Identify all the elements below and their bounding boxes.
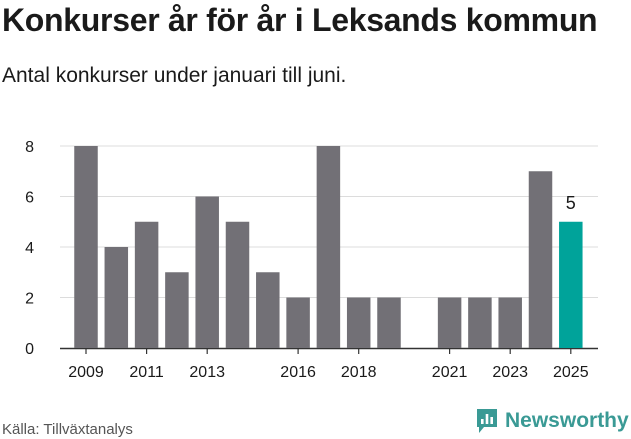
y-tick-label: 4: [25, 240, 34, 257]
bar-2011: [134, 221, 159, 348]
bar-2009: [74, 146, 98, 348]
bar-2023: [498, 297, 522, 348]
bar-2012: [165, 272, 189, 348]
bar-chart: 0 2 4 6 8 2009 2011 2013 2016 2018 2021 2023 2025 5: [25, 139, 598, 381]
bar-2013: [195, 196, 219, 348]
x-tick-label: 2021: [432, 364, 468, 381]
bar-2014: [225, 221, 250, 348]
y-tick-label: 8: [25, 139, 34, 156]
bar-2021: [437, 297, 462, 348]
highlight-data-label: 5: [566, 193, 576, 213]
y-tick-label: 6: [25, 190, 34, 207]
bar-2018: [346, 297, 371, 348]
chart-subtitle: Antal konkurser under januari till juni.: [2, 64, 347, 87]
brand-name: Newsworthy: [505, 409, 629, 432]
bar-2017: [316, 146, 341, 348]
bar-2016: [286, 297, 310, 348]
y-tick-label: 0: [25, 341, 34, 358]
bar-2010: [104, 247, 129, 348]
chart-title: Konkurser år för år i Leksands kommun: [2, 2, 598, 38]
source-note: Källa: Tillväxtanalys: [2, 421, 133, 438]
x-tick-label: 2016: [280, 364, 316, 381]
x-tick-label: 2013: [189, 364, 225, 381]
x-tick-label: 2025: [553, 364, 589, 381]
newsworthy-logo-icon: [477, 409, 497, 433]
x-tick-label: 2023: [492, 364, 528, 381]
x-tick-label: 2011: [129, 364, 164, 381]
bar-2022: [468, 297, 492, 348]
bar-2025: [559, 221, 583, 348]
x-tick-label: 2009: [68, 364, 104, 381]
bar-2015: [256, 272, 280, 348]
x-tick-label: 2018: [341, 364, 377, 381]
bar-2019: [377, 297, 401, 348]
bar-2024: [528, 171, 553, 348]
y-tick-label: 2: [25, 291, 34, 308]
brand-logo[interactable]: Newsworthy: [475, 408, 629, 434]
